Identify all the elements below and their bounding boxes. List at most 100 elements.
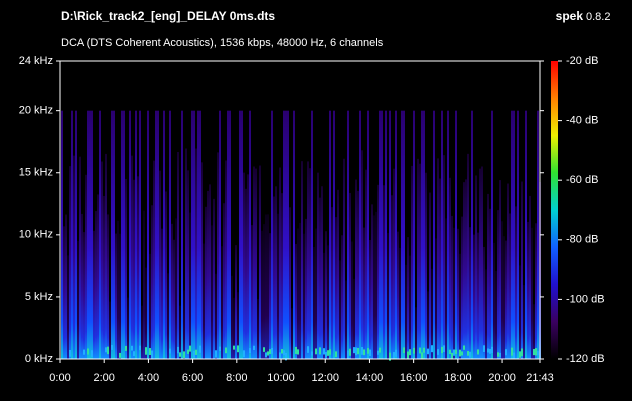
spectrogram-column	[365, 169, 367, 359]
spectrogram-low-band	[335, 351, 337, 358]
x-tick-label: 0:00	[49, 372, 70, 384]
spectrogram-column	[77, 240, 79, 359]
spectrogram-column	[67, 255, 69, 359]
spectrogram-column	[321, 186, 323, 359]
spectrogram-low-band	[243, 350, 245, 358]
colorbar-tick-label: -80 dB	[566, 234, 598, 246]
spectrogram-column	[219, 110, 221, 360]
y-tick-label: 24 kHz	[19, 55, 53, 67]
spectrogram-column	[237, 292, 239, 359]
spectrogram-column	[515, 206, 517, 359]
spectrogram-low-band	[421, 352, 423, 359]
spectrogram-low-band	[455, 349, 457, 354]
spectrogram-column	[491, 110, 493, 360]
app-version: 0.8.2	[586, 11, 610, 23]
spectrogram-column	[71, 110, 73, 360]
x-tick-label: 14:00	[356, 372, 384, 384]
spectrogram-low-band	[357, 347, 359, 355]
spectrogram-column	[195, 148, 197, 359]
spectrogram-low-band	[285, 352, 287, 361]
spectrogram-column	[313, 247, 315, 359]
spectrogram-low-band	[195, 349, 197, 355]
spectrogram-column	[375, 211, 377, 359]
spectrogram-column	[233, 297, 235, 359]
spectrogram-column	[177, 152, 179, 359]
spectrogram-column	[271, 110, 273, 360]
y-tick-label: 5 kHz	[25, 291, 53, 303]
spectrogram-low-band	[349, 348, 351, 356]
spectrogram-low-band	[413, 347, 415, 354]
spectrogram-column	[61, 110, 63, 360]
spectrogram-column	[203, 243, 205, 359]
spectrogram-low-band	[225, 347, 227, 354]
spectrogram-column	[309, 168, 311, 359]
spectrogram-column	[189, 212, 191, 359]
spectrogram-column	[349, 192, 351, 359]
spectrogram-column	[263, 224, 265, 359]
spectrogram-column	[127, 297, 129, 359]
spectrogram-low-band	[363, 349, 365, 356]
spectrogram-column	[69, 166, 71, 359]
spectrogram-low-band	[499, 352, 501, 358]
spectrogram-column	[295, 243, 297, 359]
spectrogram-low-band	[361, 347, 363, 355]
spectrogram-low-band	[393, 352, 395, 359]
spectrogram-column	[337, 189, 339, 359]
spectrogram-column	[275, 186, 277, 359]
spectrogram-column	[229, 110, 231, 360]
spectrogram-column	[137, 176, 139, 359]
spectrogram-low-band	[327, 350, 329, 356]
spectrogram-column	[359, 110, 361, 360]
spectrogram-column	[307, 161, 309, 359]
spectrogram-column	[135, 110, 137, 360]
spectrogram-column	[537, 110, 539, 360]
spectrogram-low-band	[407, 351, 409, 359]
spectrogram-column	[213, 198, 215, 359]
spectrogram-column	[121, 110, 123, 360]
spectrogram-column	[431, 268, 433, 359]
colorbar-tick-label: -120 dB	[566, 353, 605, 365]
spectrogram-column	[367, 110, 369, 360]
colorbar-tick-label: -60 dB	[566, 174, 598, 186]
spectrogram-column	[241, 110, 243, 360]
spectrogram-column	[267, 214, 269, 359]
spectrogram-column	[305, 218, 307, 359]
spectrogram-column	[333, 110, 335, 360]
spectrogram-column	[283, 110, 285, 360]
spectrogram-column	[311, 110, 313, 360]
spectrogram-low-band	[233, 345, 235, 350]
spectrogram-column	[87, 110, 89, 360]
spectrogram-low-band	[265, 352, 267, 358]
spectrogram-low-band	[427, 348, 429, 355]
spectrogram-column	[487, 193, 489, 359]
spectrogram-low-band	[459, 349, 461, 357]
spectrogram-column	[327, 245, 329, 359]
spectrogram-column	[355, 179, 357, 359]
x-tick-label: 16:00	[400, 372, 428, 384]
spectrogram-column	[407, 237, 409, 359]
spectrogram-column	[291, 308, 293, 359]
spectrogram-column	[217, 152, 219, 359]
x-tick-label: 20:00	[488, 372, 516, 384]
spectrogram-column	[197, 110, 199, 360]
subtitle: DCA (DTS Coherent Acoustics), 1536 kbps,…	[61, 37, 384, 49]
spectrogram-column	[287, 110, 289, 360]
spectrogram-low-band	[91, 350, 93, 357]
spectrogram-column	[89, 110, 91, 360]
spectrogram-column	[163, 110, 165, 360]
spectrogram-column	[353, 278, 355, 359]
spectrogram-low-band	[441, 346, 443, 354]
spectrogram-low-band	[519, 351, 521, 358]
spectrogram-column	[299, 222, 301, 359]
spectrogram-column	[363, 227, 365, 359]
spectrogram-column	[119, 233, 121, 359]
spectrogram-low-band	[533, 348, 535, 356]
spectrogram-column	[485, 269, 487, 359]
spectrogram-low-band	[477, 349, 479, 355]
spectrogram-column	[225, 160, 227, 359]
spectrogram-column	[147, 110, 149, 360]
spectrogram-column	[171, 223, 173, 359]
spectrogram-column	[391, 195, 393, 359]
spectrogram-column	[231, 275, 233, 359]
spectrogram-low-band	[449, 349, 451, 355]
